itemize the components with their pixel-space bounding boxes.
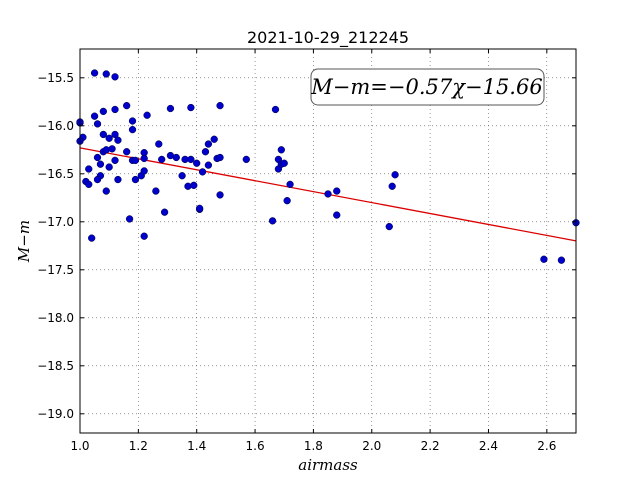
annotation-frame <box>310 68 545 106</box>
y-tick-label: −19.0 <box>37 407 74 421</box>
data-point <box>93 120 102 128</box>
y-axis-label: M−m <box>15 220 33 263</box>
plot-frame <box>79 48 577 434</box>
data-point <box>324 190 332 198</box>
data-point <box>271 105 280 114</box>
data-point <box>242 155 250 164</box>
x-tick-label: 2.4 <box>479 439 498 453</box>
data-point <box>105 163 113 171</box>
grid-lines <box>79 49 576 433</box>
data-point <box>123 101 131 110</box>
data-point <box>111 156 119 165</box>
data-point <box>280 159 288 167</box>
data-point <box>102 70 110 78</box>
annotation-box: M−m=−0.57χ−15.66 <box>310 68 545 106</box>
data-point <box>187 155 195 164</box>
x-tick-label: 1.4 <box>187 439 206 453</box>
x-tick-label: 2.6 <box>537 439 556 453</box>
x-tick-label: 2.2 <box>421 439 440 453</box>
data-point <box>111 105 119 114</box>
data-point <box>99 107 107 116</box>
data-point <box>111 130 119 139</box>
data-point <box>216 191 224 199</box>
data-point <box>286 180 294 189</box>
chart-title: 2021-10-29_212245 <box>247 28 409 48</box>
data-point <box>195 204 204 213</box>
data-point <box>140 232 148 240</box>
data-point <box>158 155 166 164</box>
data-point <box>333 211 341 219</box>
y-tick-label: −17.5 <box>37 263 74 277</box>
data-point <box>85 180 93 189</box>
data-point <box>201 148 210 156</box>
data-point <box>143 111 151 119</box>
data-point <box>190 181 198 189</box>
data-point <box>114 136 122 144</box>
data-point <box>140 154 148 163</box>
data-point <box>155 140 163 148</box>
data-point <box>96 160 105 168</box>
x-tick-label: 1.2 <box>129 439 148 453</box>
data-point <box>125 215 134 223</box>
x-tick-label: 1.8 <box>304 439 323 453</box>
data-point <box>131 175 140 184</box>
data-point <box>111 73 119 81</box>
data-point <box>187 103 195 112</box>
data-point <box>268 217 277 225</box>
data-point <box>160 208 169 216</box>
data-point <box>93 175 102 184</box>
y-tick-label: −18.5 <box>37 359 74 373</box>
data-point <box>140 167 148 175</box>
data-point <box>204 161 213 169</box>
data-point <box>216 153 224 162</box>
y-tick-label: −16.0 <box>37 119 74 133</box>
data-point <box>333 187 341 195</box>
data-point <box>131 156 140 165</box>
data-point <box>210 135 218 143</box>
data-point <box>102 187 110 195</box>
data-point <box>388 182 396 190</box>
data-point <box>99 130 107 139</box>
x-axis-label: airmass <box>298 456 358 474</box>
y-tick-label: −17.0 <box>37 215 74 229</box>
data-point <box>108 145 116 153</box>
y-tick-labels: −15.5 −16.0 −16.5 −17.0 −17.5 −18.0 −18.5 −19.0 <box>37 71 74 421</box>
y-tick-label: −16.5 <box>37 167 74 181</box>
x-tick-label: 1.0 <box>70 439 89 453</box>
x-tick-label: 1.6 <box>246 439 265 453</box>
data-point <box>166 104 175 113</box>
y-tick-label: −18.0 <box>37 311 74 325</box>
data-point <box>385 222 393 231</box>
data-point <box>152 187 160 195</box>
data-point <box>93 153 102 162</box>
x-tick-label: 2.0 <box>362 439 381 453</box>
axis-ticks <box>79 49 576 433</box>
data-point <box>540 255 548 263</box>
fit-equation: M−m=−0.57χ−15.66 <box>310 75 542 99</box>
data-point <box>88 234 96 242</box>
data-point <box>204 140 213 148</box>
data-point <box>105 134 113 142</box>
y-tick-label: −15.5 <box>37 71 74 85</box>
data-point <box>128 117 137 125</box>
data-point <box>128 125 137 134</box>
data-point <box>277 146 285 154</box>
data-point <box>178 172 186 180</box>
data-point <box>216 101 224 110</box>
data-point <box>90 69 99 77</box>
x-tick-labels: 1.0 1.2 1.4 1.6 1.8 2.0 2.2 2.4 2.6 <box>70 439 556 453</box>
data-point <box>557 256 566 264</box>
data-point <box>123 148 131 156</box>
data-point <box>391 171 399 179</box>
data-point <box>90 112 99 120</box>
data-points <box>76 69 580 264</box>
data-point <box>114 175 122 184</box>
data-point <box>198 168 207 176</box>
data-point <box>193 159 201 167</box>
data-point <box>85 165 93 173</box>
data-point <box>172 153 180 162</box>
data-point <box>283 197 291 205</box>
